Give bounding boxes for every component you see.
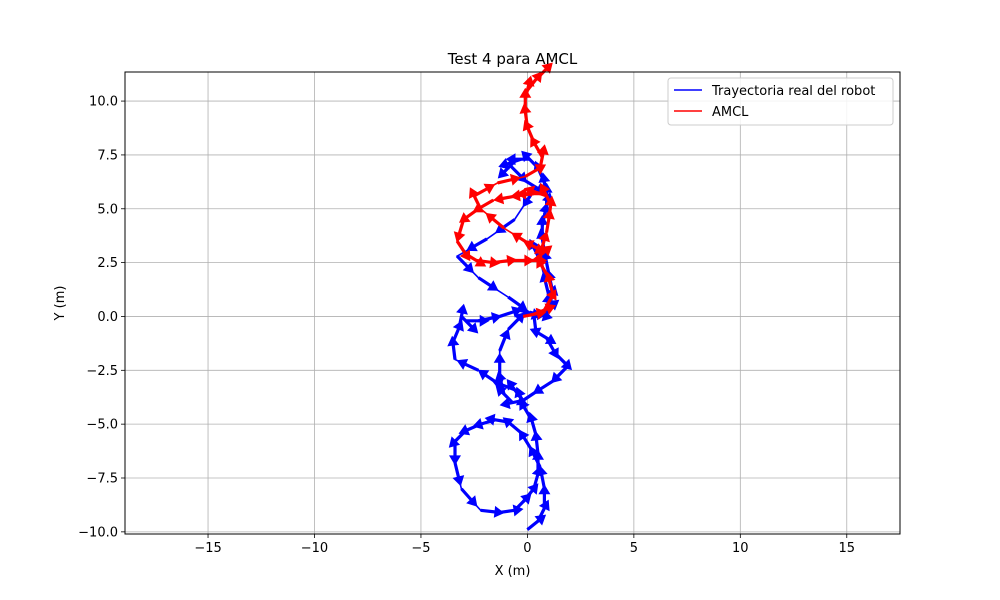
y-tick-label: 7.5 [97, 148, 118, 163]
ticks: −15 −10 −5 0 5 10 15 −10.0 −7.5 −5.0 −2.5 0.0 2.5 5.0… [78, 95, 855, 556]
heading-arrow [535, 330, 557, 344]
heading-arrow [477, 369, 499, 385]
heading-arrow [498, 328, 511, 352]
heading-arrow [538, 484, 551, 509]
heading-arrow [466, 237, 488, 252]
legend-label-amcl: AMCL [712, 105, 749, 120]
chart-title: Test 4 para AMCL [447, 50, 578, 68]
heading-arrow [493, 254, 518, 267]
heading-arrow [465, 314, 490, 327]
heading-arrow [477, 276, 499, 291]
x-tick-label: −15 [194, 541, 221, 556]
x-tick-label: 0 [523, 541, 531, 556]
plot-area [125, 72, 900, 534]
heading-arrow [530, 430, 543, 455]
plot-frame [124, 71, 901, 535]
heading-arrow [460, 487, 478, 507]
heading-arrow [526, 514, 547, 531]
heading-arrow [476, 256, 501, 269]
heading-arrow [478, 312, 502, 324]
x-tick-label: 5 [630, 541, 638, 556]
x-tick-label: 15 [838, 541, 855, 556]
y-tick-label: −10.0 [78, 525, 118, 540]
heading-arrow [542, 208, 555, 233]
legend-label-real: Trayectoria real del robot [711, 84, 875, 99]
heading-arrow [449, 441, 461, 466]
legend-box [667, 77, 894, 126]
y-tick-label: −7.5 [86, 472, 118, 487]
heading-arrow [493, 352, 506, 377]
y-tick-label: 10.0 [89, 95, 118, 110]
heading-arrow [543, 271, 556, 296]
y-tick-label: −2.5 [86, 364, 118, 379]
heading-arrow [495, 385, 514, 404]
heading-arrow [553, 352, 572, 371]
heading-arrow [532, 449, 544, 474]
heading-arrow [510, 189, 534, 202]
heading-arrow [536, 499, 550, 522]
heading-arrow [519, 87, 532, 112]
heading-arrow [532, 245, 553, 262]
heading-arrow [540, 249, 552, 274]
y-tick-label: 2.5 [97, 256, 118, 271]
y-tick-label: 0.0 [97, 310, 118, 325]
heading-arrow [531, 465, 544, 490]
heading-arrow [495, 218, 516, 234]
heading-arrow [498, 157, 522, 170]
heading-arrow [473, 183, 496, 198]
x-tick-label: −10 [301, 541, 328, 556]
heading-arrow [511, 232, 533, 247]
heading-arrow [485, 212, 505, 230]
heading-arrow [544, 195, 557, 220]
y-tick-label: −5.0 [86, 418, 118, 433]
heading-arrow [453, 219, 466, 243]
x-axis-label: X (m) [495, 564, 531, 579]
legend: Trayectoria real del robot AMCL [667, 77, 894, 126]
heading-arrow [507, 295, 528, 311]
heading-arrow [497, 173, 521, 186]
heading-arrow [469, 187, 482, 210]
y-axis-label: Y (m) [53, 286, 68, 322]
heading-arrow [509, 164, 528, 183]
heading-arrow [459, 207, 480, 223]
heading-arrow [452, 462, 465, 487]
heading-arrow [493, 192, 517, 205]
heading-arrow [448, 429, 467, 448]
heading-arrow [510, 254, 535, 267]
heading-arrow [480, 505, 505, 518]
heading-arrow [447, 335, 460, 360]
y-tick-label: 5.0 [97, 202, 118, 217]
x-tick-label: 10 [732, 541, 749, 556]
heading-arrow [536, 214, 549, 239]
x-tick-label: −5 [411, 541, 430, 556]
heading-arrow [519, 103, 532, 128]
heading-arrow [494, 370, 507, 395]
heading-arrow [507, 312, 526, 331]
heading-arrow [551, 364, 569, 384]
heading-arrow [456, 255, 474, 274]
heading-arrow [532, 379, 554, 394]
heading-arrow [456, 359, 480, 372]
heading-arrow [464, 252, 487, 267]
heading-arrow [519, 429, 533, 451]
heading-arrow [456, 303, 468, 328]
heading-arrow [460, 315, 479, 334]
